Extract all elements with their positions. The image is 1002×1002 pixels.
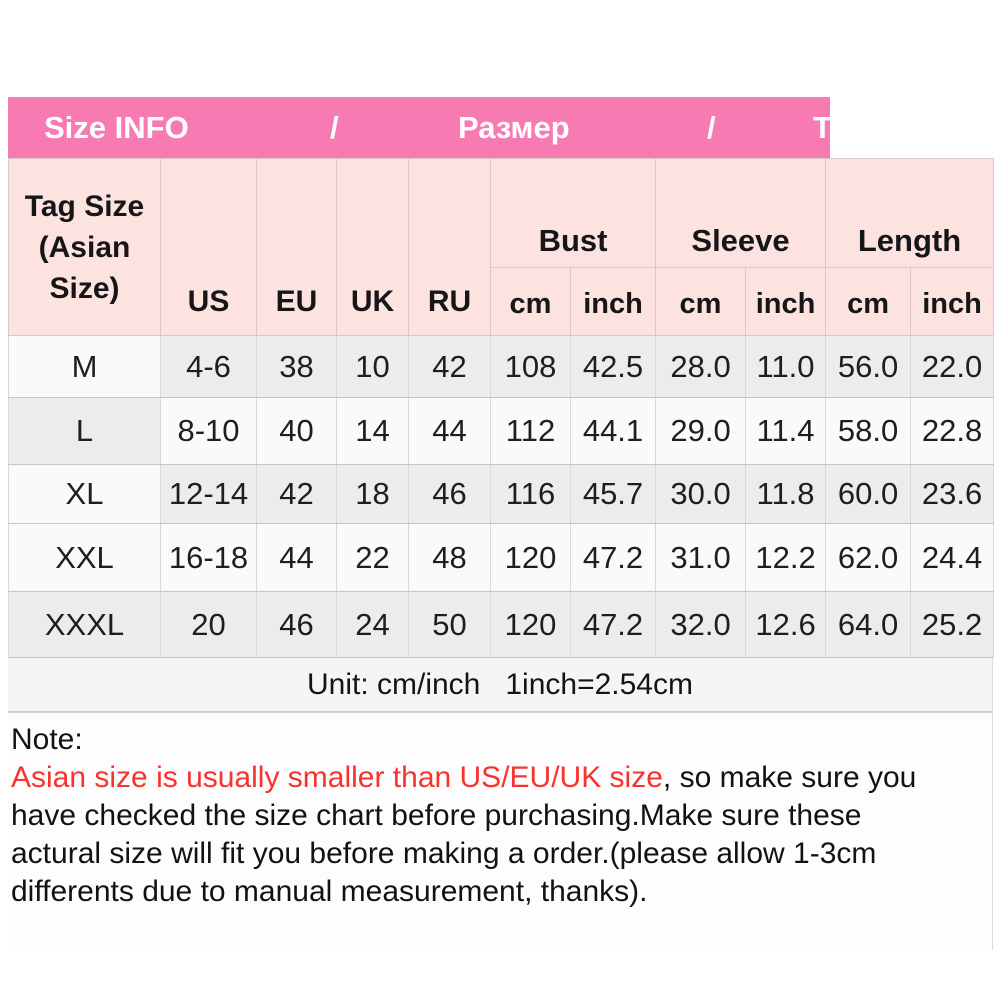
size-cell: 20 [160,591,257,658]
size-cell: 56.0 [825,335,912,398]
row-tag-size: XXXL [8,591,161,658]
size-cell: 120 [490,523,571,592]
size-cell: 46 [408,464,491,524]
size-cell: 22.0 [910,335,995,398]
unit-line: Unit: cm/inch 1inch=2.54cm [8,658,993,713]
size-cell: 12-14 [160,464,257,524]
header-length-cm: cm [825,267,912,336]
size-cell: 11.4 [745,397,827,465]
size-cell: 18 [336,464,409,524]
size-cell: 44 [256,523,337,592]
note-line-2: have checked the size chart before purch… [11,799,862,832]
size-cell: 38 [256,335,337,398]
size-table-body: M 4-6 38 10 42 108 42.5 28.0 11.0 56.0 22.0 L 8-10 40… [8,335,995,658]
header-tag-size: Tag Size (Asian Size) [8,158,161,336]
size-cell: 25.2 [910,591,995,658]
size-cell: 23.6 [910,464,995,524]
header-eu: EU [256,158,337,336]
header-sleeve-cm: cm [655,267,747,336]
size-cell: 16-18 [160,523,257,592]
header-uk: UK [336,158,409,336]
size-cell: 40 [256,397,337,465]
size-cell: 11.0 [745,335,827,398]
size-cell: 12.6 [745,591,827,658]
title-slash-2: / [707,109,716,145]
note-line-1-rest: , so make sure you [662,761,917,794]
title-size-info: Size INFO [44,109,189,145]
table-row: XL 12-14 42 18 46 116 45.7 30.0 11.8 60.0 23.6 [8,464,995,524]
size-cell: 30.0 [655,464,747,524]
table-row: XXL 16-18 44 22 48 120 47.2 31.0 12.2 62.0 24.4 [8,523,995,592]
size-cell: 42 [408,335,491,398]
size-cell: 47.2 [569,591,657,658]
note-block: Note: Asian size is usually smaller than… [8,713,993,950]
row-tag-size: M [8,335,161,398]
header-us: US [160,158,257,336]
size-cell: 116 [490,464,571,524]
size-cell: 31.0 [655,523,747,592]
size-chart: Size INFO / Размер / T Tag Size (Asian S… [8,97,995,950]
row-tag-size: XXL [8,523,161,592]
size-cell: 42.5 [569,335,657,398]
size-cell: 24.4 [910,523,995,592]
size-cell: 8-10 [160,397,257,465]
size-cell: 4-6 [160,335,257,398]
size-cell: 44.1 [569,397,657,465]
size-cell: 58.0 [825,397,912,465]
row-tag-size: XL [8,464,161,524]
header-bust-cm: cm [490,267,571,336]
note-red-warning: Asian size is usually smaller than US/EU… [11,761,663,794]
size-cell: 22.8 [910,397,995,465]
size-cell: 50 [408,591,491,658]
header-sleeve-inch: inch [745,267,827,336]
note-label: Note: [11,723,83,756]
size-cell: 48 [408,523,491,592]
size-cell: 24 [336,591,409,658]
size-cell: 42 [256,464,337,524]
size-cell: 108 [490,335,571,398]
note-line-4: differents due to manual measurement, th… [11,875,648,908]
title-razmer: Размер [458,109,570,145]
size-cell: 120 [490,591,571,658]
table-row: XXXL 20 46 24 50 120 47.2 32.0 12.6 64.0 25.2 [8,591,995,658]
size-cell: 12.2 [745,523,827,592]
table-row: M 4-6 38 10 42 108 42.5 28.0 11.0 56.0 22.0 [8,335,995,398]
row-tag-size: L [8,397,161,465]
header-bust-inch: inch [569,267,657,336]
header-ru: RU [408,158,491,336]
note-line-3: actural size will fit you before making … [11,837,877,870]
size-table-header: Tag Size (Asian Size) US EU UK RU Bust S… [8,158,995,336]
size-cell: 47.2 [569,523,657,592]
title-cutoff-t: T [813,109,830,145]
size-cell: 32.0 [655,591,747,658]
size-cell: 22 [336,523,409,592]
title-slash-1: / [330,109,339,145]
size-cell: 14 [336,397,409,465]
size-cell: 64.0 [825,591,912,658]
size-cell: 112 [490,397,571,465]
header-sleeve: Sleeve [655,158,827,268]
note-line-1: Asian size is usually smaller than US/EU… [11,759,992,797]
header-length-inch: inch [910,267,995,336]
size-cell: 28.0 [655,335,747,398]
size-cell: 44 [408,397,491,465]
size-table: Tag Size (Asian Size) US EU UK RU Bust S… [8,158,995,658]
size-cell: 29.0 [655,397,747,465]
header-bust: Bust [489,158,657,268]
size-cell: 10 [336,335,409,398]
size-cell: 45.7 [569,464,657,524]
size-cell: 60.0 [825,464,912,524]
header-length: Length [825,158,995,268]
size-cell: 11.8 [745,464,827,524]
size-cell: 62.0 [825,523,912,592]
title-bar: Size INFO / Размер / T [8,97,830,158]
size-cell: 46 [256,591,337,658]
table-row: L 8-10 40 14 44 112 44.1 29.0 11.4 58.0 22.8 [8,397,995,465]
